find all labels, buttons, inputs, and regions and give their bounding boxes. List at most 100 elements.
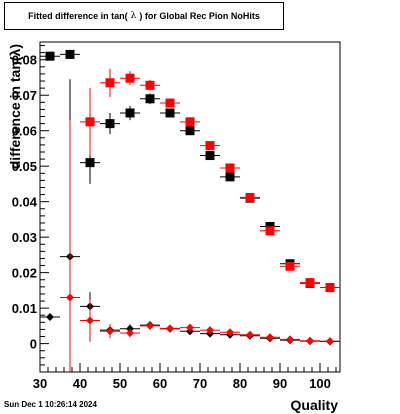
data-point-series-3 (60, 120, 80, 372)
data-point-series-3 (260, 333, 280, 342)
diamond-marker (106, 327, 114, 336)
y-tick-label: 0.04 (12, 195, 38, 210)
y-tick-label: 0.06 (12, 124, 37, 139)
data-point-series-3 (300, 336, 320, 345)
diamond-marker (186, 323, 194, 332)
data-point-series-0 (160, 108, 180, 118)
data-point-series-0 (180, 126, 200, 136)
diamond-marker (286, 335, 294, 344)
diamond-marker (46, 313, 54, 321)
square-marker (245, 192, 255, 202)
data-point-series-1 (200, 141, 220, 151)
data-point-series-1 (80, 88, 100, 156)
square-marker (205, 141, 215, 151)
square-marker (185, 117, 195, 127)
data-point-series-1 (280, 261, 300, 271)
square-marker (65, 49, 75, 59)
diamond-marker (126, 328, 134, 337)
data-point-series-0 (140, 93, 160, 105)
data-point-series-0 (60, 49, 80, 59)
square-marker (105, 119, 115, 129)
data-point-series-1 (300, 278, 320, 288)
y-tick-label: 0.07 (12, 88, 37, 103)
square-marker (105, 78, 115, 88)
x-tick-label: 60 (153, 376, 167, 391)
data-point-series-1 (140, 79, 160, 91)
plot-frame (39, 41, 341, 373)
x-tick-label: 30 (33, 376, 47, 391)
chart-title-part1: Fitted difference in tan( (28, 11, 128, 21)
diamond-marker (66, 293, 74, 302)
footer-timestamp: Sun Dec 1 10:26:14 2024 (4, 400, 97, 409)
chart-title-part2: ) for Global Rec Pion NoHits (139, 11, 260, 21)
diamond-marker (306, 336, 314, 345)
data-point-series-1 (180, 117, 200, 127)
square-marker (325, 283, 335, 293)
y-tick-label: 0 (30, 337, 37, 352)
data-point-series-3 (140, 321, 160, 330)
square-marker (285, 261, 295, 271)
x-axis-label: Quality (291, 397, 339, 413)
x-tick-label: 40 (73, 376, 87, 391)
y-tick-label: 0.05 (12, 159, 37, 174)
diamond-marker (246, 330, 254, 339)
x-tick-label: 100 (309, 376, 331, 391)
data-point-series-3 (320, 337, 340, 346)
data-point-series-1 (260, 226, 280, 236)
data-point-series-1 (240, 192, 260, 202)
data-point-series-3 (120, 328, 140, 338)
square-marker (305, 278, 315, 288)
square-marker (205, 151, 215, 161)
square-marker (225, 163, 235, 173)
diamond-marker (166, 324, 174, 333)
data-point-series-3 (160, 324, 180, 333)
y-tick-label: 0.01 (12, 301, 37, 316)
square-marker (185, 126, 195, 136)
square-marker (165, 98, 175, 108)
y-tick-label: 0.08 (12, 53, 37, 68)
data-point-series-3 (220, 328, 240, 337)
series-layer (40, 49, 340, 372)
data-point-series-0 (200, 151, 220, 161)
chart-title-box: Fitted difference in tan( λ ) for Global… (4, 2, 284, 30)
diamond-marker (326, 337, 334, 346)
square-marker (125, 73, 135, 83)
data-point-series-0 (100, 112, 120, 135)
data-point-series-3 (100, 324, 120, 339)
data-point-series-0 (120, 105, 140, 121)
data-point-series-1 (120, 71, 140, 86)
data-point-series-3 (80, 299, 100, 342)
y-tick-label: 0.02 (12, 266, 37, 281)
x-tick-label: 80 (233, 376, 247, 391)
data-point-series-1 (160, 98, 180, 108)
axis-ticks: 30 40 50 60 70 80 90 100 0 0.01 0.02 0.03 0.04 0.05 0.… (12, 45, 337, 391)
diamond-marker (86, 316, 94, 325)
data-point-series-1 (100, 68, 120, 97)
square-marker (165, 108, 175, 118)
diamond-marker (226, 328, 234, 337)
square-marker (85, 117, 95, 127)
data-point-series-1 (320, 283, 340, 293)
square-marker (45, 51, 55, 61)
chart-title-lambda: λ (130, 11, 137, 21)
y-tick-label: 0.03 (12, 230, 37, 245)
data-point-series-3 (280, 335, 300, 344)
data-point-series-3 (200, 326, 220, 335)
square-marker (225, 172, 235, 182)
data-point-series-1 (220, 163, 240, 173)
data-point-series-3 (180, 323, 200, 332)
data-point-series-2 (40, 313, 60, 321)
square-marker (145, 80, 155, 90)
square-marker (125, 108, 135, 118)
diamond-marker (206, 326, 214, 335)
data-point-series-0 (40, 51, 60, 61)
square-marker (145, 94, 155, 104)
data-point-series-0 (220, 172, 240, 182)
data-point-series-3 (240, 330, 260, 339)
square-marker (85, 158, 95, 168)
y-axis-label: difference in tan(λ) (7, 44, 23, 169)
x-tick-label: 90 (273, 376, 287, 391)
x-tick-label: 50 (113, 376, 127, 391)
square-marker (265, 226, 275, 236)
